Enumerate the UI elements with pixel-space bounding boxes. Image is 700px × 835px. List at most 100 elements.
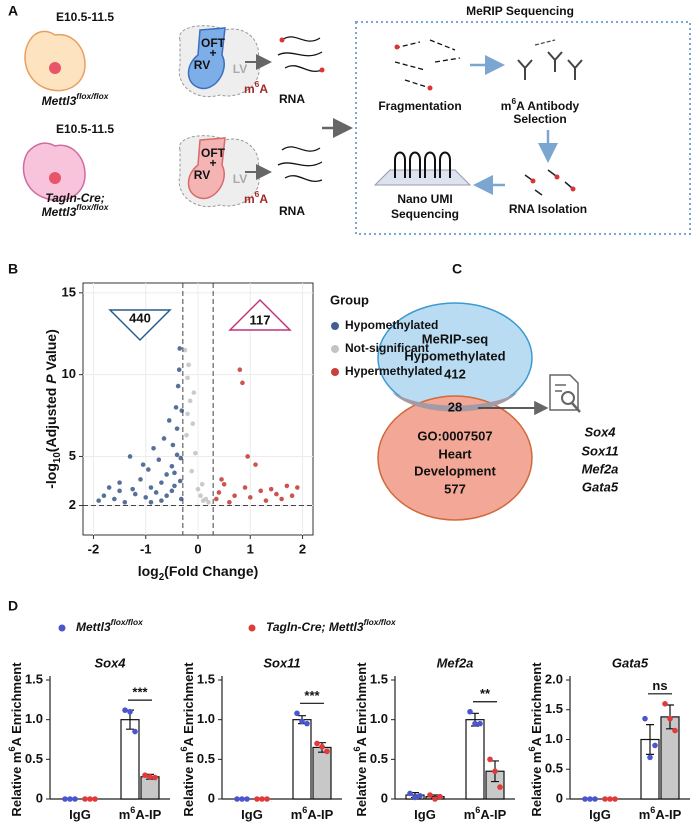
data-point xyxy=(417,793,423,799)
data-point xyxy=(295,485,300,490)
text-part: m xyxy=(119,807,131,822)
data-point xyxy=(174,452,180,458)
data-point xyxy=(274,491,279,497)
y-axis-label: Relative m6A Enrichment xyxy=(527,662,544,817)
text-part: 6 xyxy=(650,805,655,815)
data-point xyxy=(189,468,195,474)
legend-swatch xyxy=(331,368,339,376)
x-tick-label: 2 xyxy=(299,541,306,556)
rna-label: RNA xyxy=(279,92,305,106)
text-part: m xyxy=(464,807,476,822)
bar xyxy=(465,719,485,800)
data-point xyxy=(284,483,290,489)
heart-label: + xyxy=(209,46,216,60)
gene-label: Sox4 xyxy=(584,424,616,439)
venn-count: 412 xyxy=(444,366,466,381)
text-part: flox/flox xyxy=(111,617,143,627)
y-tick-label: 0.5 xyxy=(545,761,563,776)
text-part: A Enrichment xyxy=(9,662,24,747)
x-tick-label: 1 xyxy=(247,541,254,556)
data-point xyxy=(117,488,122,494)
x-tick-label: -1 xyxy=(140,541,152,556)
y-tick-label: 15 xyxy=(62,284,76,299)
text-part: Relative m xyxy=(181,752,196,817)
text-part: A Enrichment xyxy=(529,662,544,747)
data-point xyxy=(132,728,138,735)
legend-title: Group xyxy=(330,292,369,307)
data-point xyxy=(67,796,73,802)
x-tick-label: IgG xyxy=(414,807,436,822)
x-tick-label: -2 xyxy=(88,541,100,556)
legend-swatch xyxy=(248,624,256,632)
venn-label: GO:0007507 xyxy=(417,428,492,443)
text-part: A xyxy=(259,82,268,96)
y-axis-label: Relative m6A Enrichment xyxy=(7,662,24,817)
data-point xyxy=(170,442,176,448)
x-tick-label: IgG xyxy=(589,807,611,822)
text-part: Tagln-Cre; Mettl3 xyxy=(266,620,364,634)
legend-label: Hypermethylated xyxy=(345,364,442,378)
text-part: 6 xyxy=(130,805,135,815)
text-part: m xyxy=(244,192,255,206)
panel-c: MeRIP-seq Hypomethylated 412 28 GO:00075… xyxy=(377,302,619,521)
data-point xyxy=(667,715,673,722)
data-point xyxy=(412,794,418,801)
bar xyxy=(140,776,160,800)
data-point xyxy=(239,796,245,802)
annotation: 440 xyxy=(129,310,151,325)
data-point xyxy=(148,485,154,490)
text-part: 6 xyxy=(302,805,307,815)
text-part: 10 xyxy=(52,452,63,463)
text-part: (Fold Change) xyxy=(164,563,258,579)
data-point xyxy=(193,450,198,456)
heart-label: LV xyxy=(233,62,247,76)
data-point xyxy=(143,495,149,500)
box-title: MeRIP Sequencing xyxy=(466,4,574,18)
document-icon xyxy=(549,374,581,413)
text-part: IgG xyxy=(589,807,611,822)
y-tick-label: 1.5 xyxy=(197,671,215,686)
rna-icon xyxy=(277,36,325,73)
gene-label: Mef2a xyxy=(582,461,619,476)
data-point xyxy=(592,796,598,802)
chart-title: Sox4 xyxy=(94,655,126,670)
data-point xyxy=(198,493,203,499)
text-part: Relative m xyxy=(529,752,544,817)
data-point xyxy=(304,720,310,727)
data-point xyxy=(172,483,177,489)
chart-title: Gata5 xyxy=(612,655,649,670)
text-part: Relative m xyxy=(354,752,369,817)
significance-label: ns xyxy=(652,678,667,693)
bar xyxy=(312,746,332,800)
data-point xyxy=(407,790,413,797)
data-point xyxy=(92,796,98,802)
data-point xyxy=(190,421,196,427)
data-point xyxy=(117,480,122,485)
venn-overlap xyxy=(392,392,518,412)
data-point xyxy=(185,375,190,381)
text-part: A Enrichment xyxy=(181,662,196,747)
data-point xyxy=(166,418,172,423)
data-point xyxy=(161,436,167,441)
text-part: Tagln-Cre; xyxy=(45,191,105,205)
text-part: flox/flox xyxy=(364,617,396,627)
data-point xyxy=(221,481,227,487)
y-axis-label: -log10(Adjusted P Value) xyxy=(43,329,63,489)
data-point xyxy=(672,727,678,734)
data-point xyxy=(175,383,181,389)
step-label: Sequencing xyxy=(391,207,459,221)
data-point xyxy=(268,486,274,492)
legend-label: Tagln-Cre; Mettl3flox/flox xyxy=(266,617,396,634)
text-part: Mettl3 xyxy=(42,205,77,219)
data-point xyxy=(216,490,222,495)
legend-swatch xyxy=(331,345,339,353)
data-point xyxy=(132,491,138,497)
isolation-icon xyxy=(524,169,576,196)
data-point xyxy=(87,796,93,802)
data-point xyxy=(227,499,232,505)
heart-label: OFT xyxy=(201,36,226,50)
data-point xyxy=(242,485,248,490)
stage-label: E10.5-11.5 xyxy=(56,122,114,136)
data-point xyxy=(199,481,205,487)
data-point xyxy=(96,498,101,503)
